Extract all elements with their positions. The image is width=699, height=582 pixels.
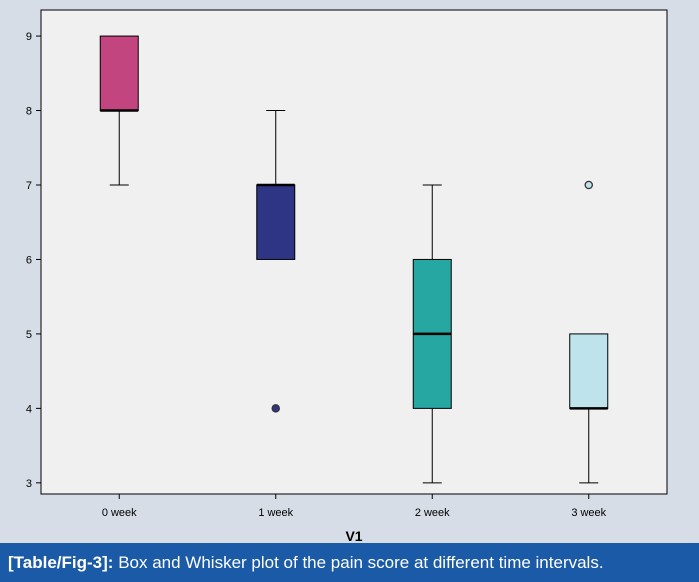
x-tick-label: 2 week (415, 507, 450, 519)
outlier-point-3-week (584, 180, 594, 190)
y-tick-label: 6 (26, 254, 32, 266)
y-tick-label: 8 (26, 106, 32, 118)
figure-caption: [Table/Fig-3]: Box and Whisker plot of t… (0, 543, 699, 582)
y-tick-label: 5 (26, 329, 32, 341)
box-plot-chart: 3 4 5 6 7 8 9 0 week 1 week 2 week 3 week V1 (25, 9, 668, 543)
x-axis-label: V1 (345, 528, 362, 543)
box-1-week (256, 184, 296, 260)
x-tick-label: 1 week (258, 507, 293, 519)
x-tick-label: 0 week (102, 507, 137, 519)
y-tick-label: 3 (26, 478, 32, 490)
plot-area (40, 9, 668, 495)
y-tick-label: 9 (26, 31, 32, 43)
box-3-week (569, 333, 609, 409)
x-tick-label: 3 week (571, 507, 606, 519)
box-0-week (99, 35, 139, 112)
caption-text: Box and Whisker plot of the pain score a… (118, 553, 604, 572)
y-tick-label: 7 (26, 180, 32, 192)
y-tick-label: 4 (26, 403, 32, 415)
caption-tag: [Table/Fig-3]: (8, 553, 114, 572)
outlier-point-1-week (271, 404, 280, 413)
